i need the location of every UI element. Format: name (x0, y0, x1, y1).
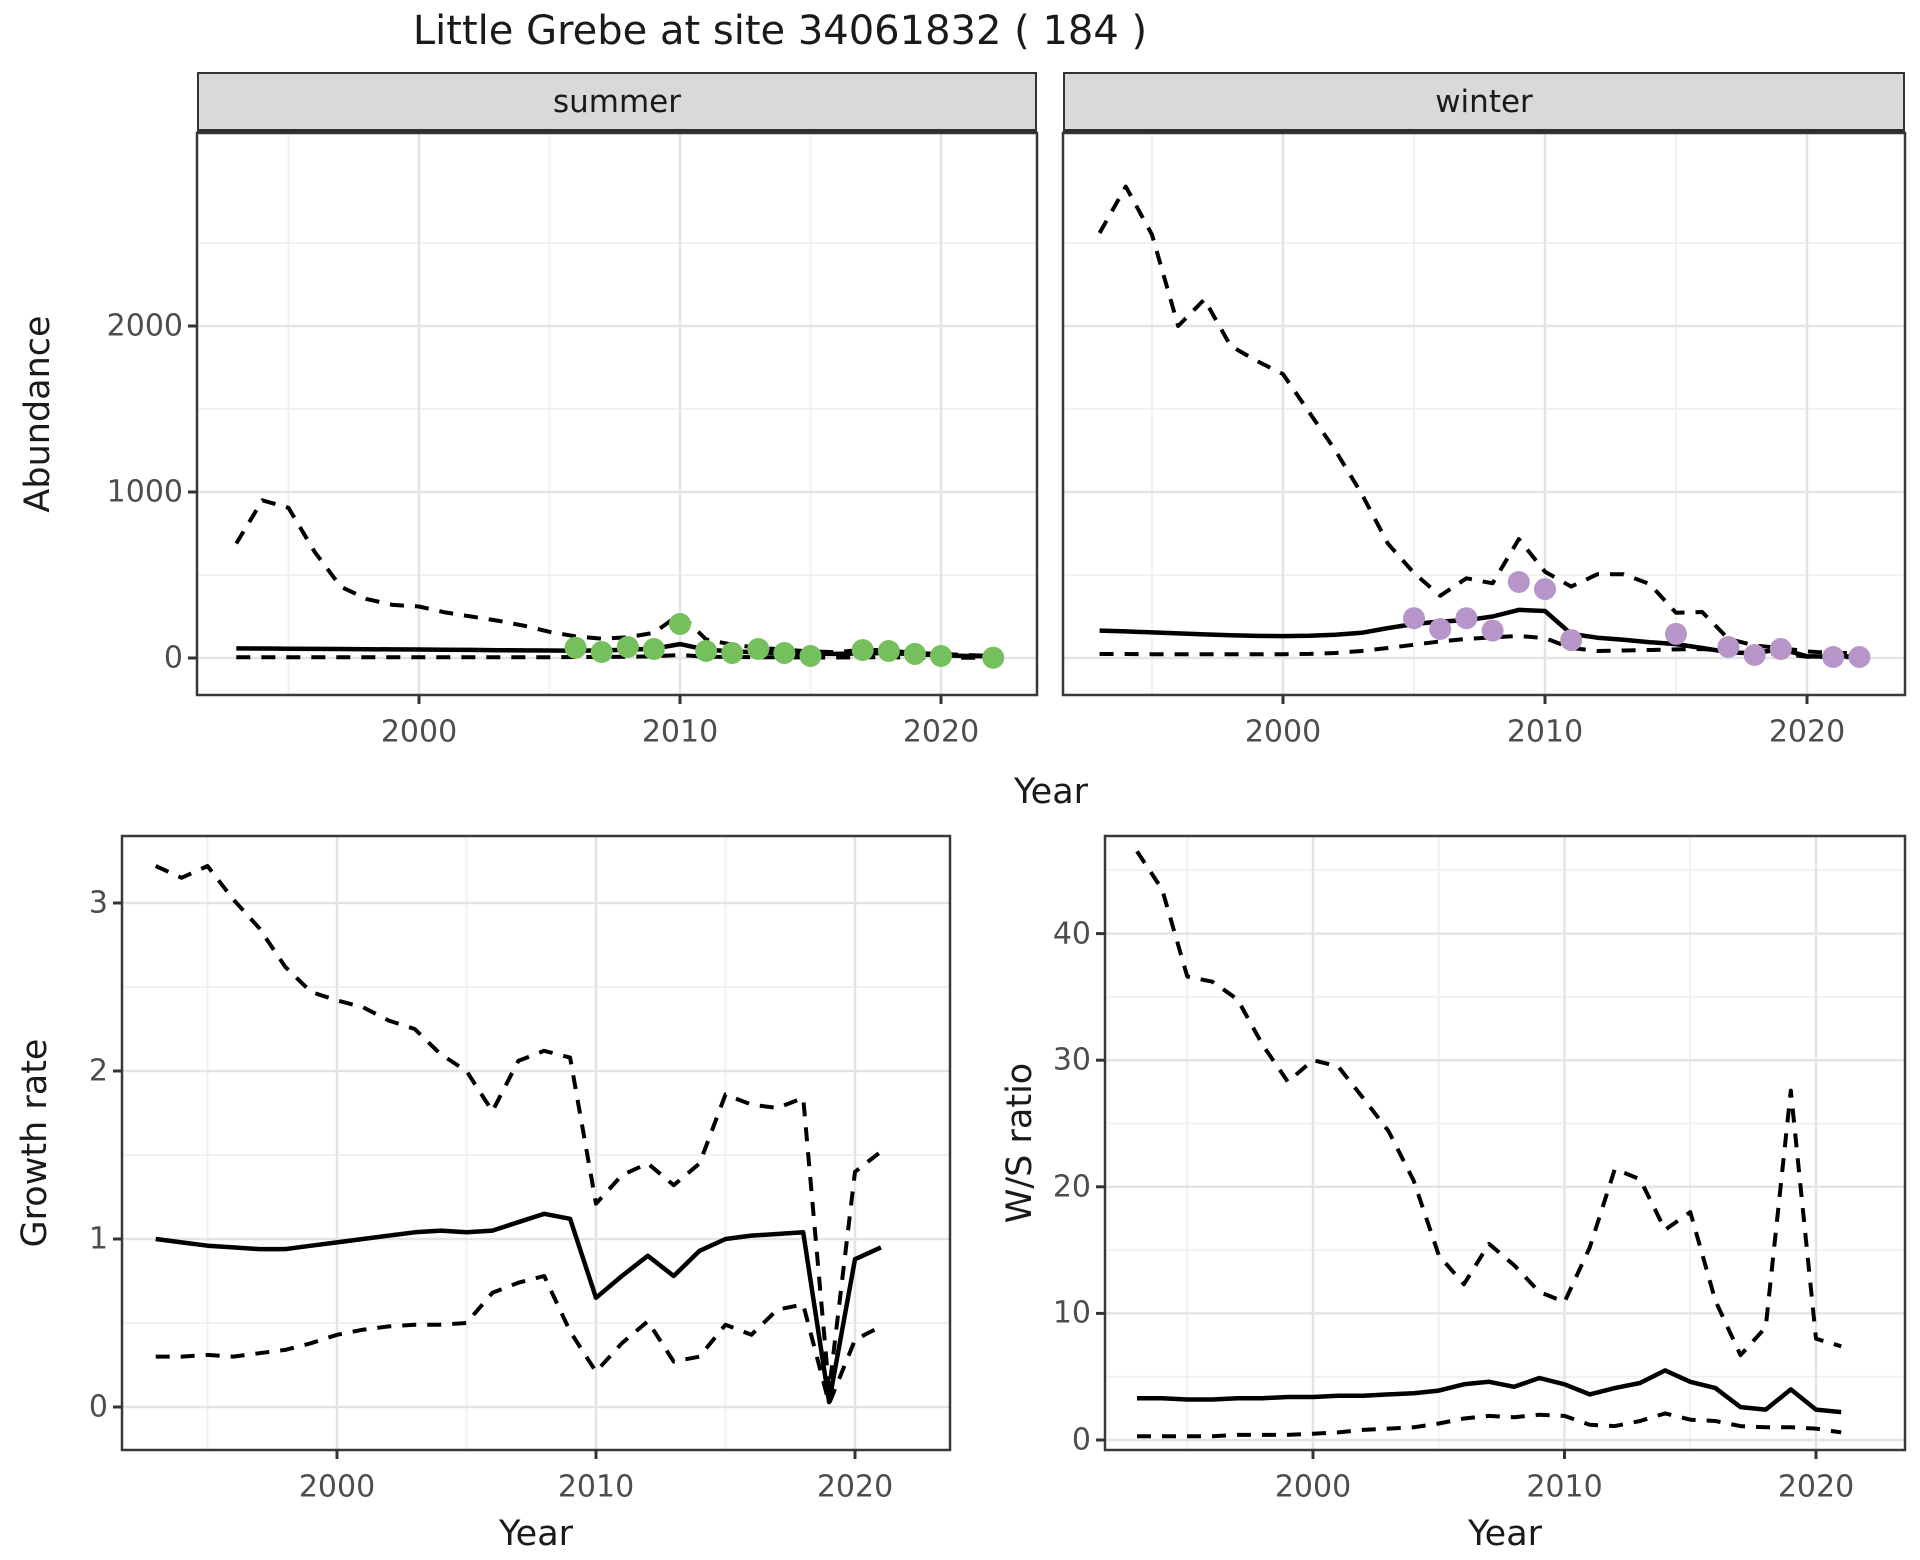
observed-count-summer (669, 613, 691, 635)
observed-count-winter (1403, 607, 1425, 630)
observed-count-winter (1848, 646, 1871, 668)
series-upper-credible-interval (1097, 184, 1860, 655)
observed-count-winter (1534, 578, 1556, 601)
observed-count-summer (930, 645, 952, 667)
series-growth-rate-upper (154, 864, 883, 1393)
observed-count-winter (1455, 607, 1478, 630)
observed-count-winter (1481, 619, 1504, 642)
panel-border (120, 834, 952, 1452)
observed-count-summer (590, 641, 613, 663)
panel-border (1061, 131, 1907, 697)
observed-count-winter (1429, 618, 1452, 640)
series-upper-credible-interval (234, 498, 994, 658)
series-ws-ratio-upper (1135, 850, 1842, 1358)
panel-abundance-winter (1061, 131, 1907, 704)
observed-count-summer (982, 646, 1005, 669)
observed-count-winter (1665, 622, 1687, 645)
panel-border (195, 131, 1039, 697)
observed-count-winter (1717, 636, 1740, 658)
observed-count-summer (773, 642, 796, 664)
series-ws-ratio-median (1137, 1368, 1842, 1415)
observed-count-summer (799, 645, 822, 667)
observed-count-summer (564, 636, 587, 659)
observed-count-winter (1507, 571, 1530, 593)
panel-border (1103, 834, 1907, 1452)
observed-count-winter (1769, 638, 1792, 660)
observed-count-summer (695, 640, 718, 662)
series-growth-rate-lower (155, 1274, 882, 1406)
panel-growth-rate (113, 834, 952, 1459)
observed-count-summer (747, 638, 770, 660)
series-growth-rate-median (155, 1211, 882, 1405)
observed-count-summer (616, 636, 639, 658)
observed-count-summer (642, 638, 665, 660)
observed-count-summer (903, 642, 926, 665)
observed-count-summer (721, 642, 744, 664)
observed-count-winter (1560, 629, 1583, 652)
observed-count-summer (877, 640, 900, 662)
series-ws-ratio-lower (1137, 1411, 1842, 1439)
panel-ws-ratio (1096, 834, 1907, 1459)
observed-count-winter (1743, 644, 1766, 666)
observed-count-summer (851, 639, 874, 661)
observed-count-winter (1822, 646, 1845, 668)
panel-abundance-summer (188, 131, 1039, 704)
